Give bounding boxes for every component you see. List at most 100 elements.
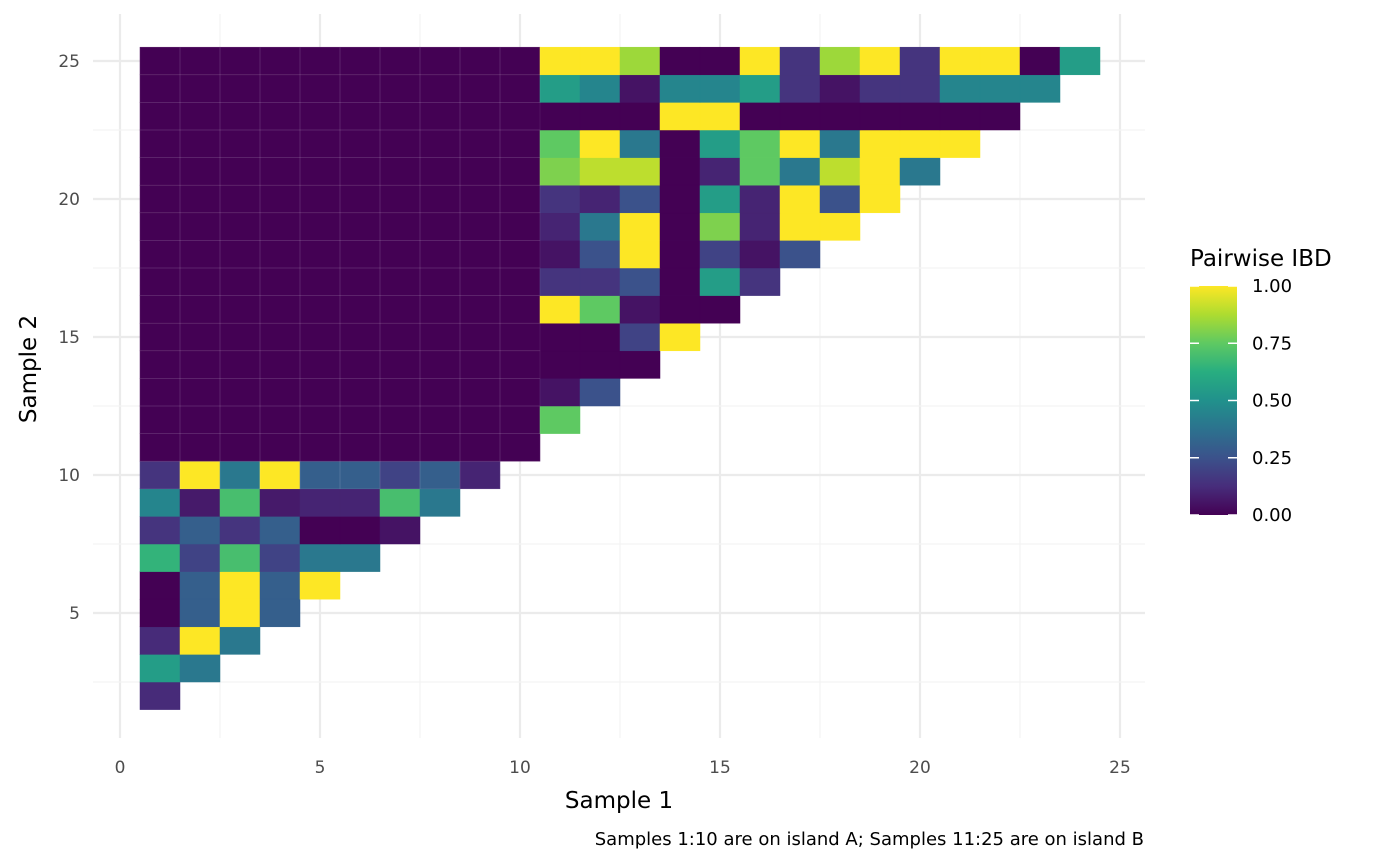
heatmap-cell [219,212,261,241]
heatmap-cell-border [139,129,181,158]
heatmap-cell [739,267,781,296]
y-axis-title: Sample 2 [16,315,42,423]
heatmap-cell [819,74,861,103]
heatmap-cell [1019,46,1061,76]
heatmap-cell [299,543,341,572]
heatmap-cell [739,240,781,269]
heatmap-cell-border [139,157,181,186]
heatmap-cell [819,157,861,186]
heatmap-cell [179,433,221,462]
heatmap-cell-border [299,295,341,324]
heatmap-cell [419,322,461,352]
heatmap-cell-border [139,350,181,379]
heatmap-cell [259,433,301,462]
heatmap-cell [219,433,261,462]
heatmap-cell [699,102,741,131]
heatmap-cell-border [419,295,461,324]
heatmap-cell [219,571,261,600]
heatmap-cell [859,74,901,103]
heatmap-cell-border [379,378,421,407]
heatmap-cell-border [179,212,221,241]
heatmap-cell-border [419,240,461,269]
heatmap-cell [139,516,181,545]
heatmap-cell [459,212,501,241]
heatmap-cell [699,295,741,324]
heatmap-cell [419,240,461,269]
heatmap-cell-border [219,267,261,296]
heatmap-cell-border [459,322,501,352]
heatmap-cell-border [299,405,341,434]
heatmap-cell-border [219,157,261,186]
heatmap-cell-border [379,460,421,490]
heatmap-cell [379,516,421,545]
heatmap-cell-border [419,129,461,158]
heatmap-cell [499,184,541,214]
heatmap-cell [339,295,381,324]
y-tick-label: 25 [58,52,80,72]
heatmap-cell [139,433,181,462]
heatmap-cell-border [499,378,541,407]
heatmap-cell-border [259,102,301,131]
heatmap-cell-border [179,157,221,186]
heatmap-cell [659,322,701,352]
heatmap-cell-border [179,405,221,434]
heatmap-cell [699,129,741,158]
heatmap-cell-border [299,102,341,131]
axis-tick-labels: 0 5 10 15 20 25 5 10 15 20 25 [58,52,1130,778]
heatmap-cell [419,46,461,76]
heatmap-cell [859,129,901,158]
heatmap-cell-border [419,74,461,103]
heatmap-cell [139,212,181,241]
heatmap-cell [419,433,461,462]
heatmap-cell [339,102,381,131]
heatmap-cell [419,267,461,296]
heatmap-cell [579,295,621,324]
heatmap-cell-border [339,350,381,379]
heatmap-cell [899,102,941,131]
heatmap-cell-border [259,74,301,103]
heatmap-cell [339,184,381,214]
heatmap-cell-border [299,74,341,103]
heatmap-cell [139,571,181,600]
heatmap-cell-border [459,295,501,324]
x-axis-title: Sample 1 [565,788,673,814]
heatmap-cell [139,543,181,572]
heatmap-cell [619,240,661,269]
heatmap-cell [499,240,541,269]
heatmap-cell [579,46,621,76]
heatmap-cell-border [259,240,301,269]
heatmap-cell-border [379,212,421,241]
heatmap-cell [379,102,421,131]
heatmap-cell-border [379,184,421,214]
heatmap-cell [339,433,381,462]
heatmap-cell-border [259,322,301,352]
heatmap-cell [179,516,221,545]
heatmap-cell [979,46,1021,76]
heatmap-cell [259,212,301,241]
heatmap-cell [179,626,221,655]
heatmap-cell-border [179,184,221,214]
heatmap-cell-border [499,157,541,186]
heatmap-cell [259,129,301,158]
heatmap-cell [139,460,181,490]
heatmap-cell [179,460,221,490]
heatmap-cell [299,405,341,434]
legend-ticks: 0.00 0.25 0.50 0.75 1.00 [1190,276,1292,526]
heatmap-cell [459,405,501,434]
heatmap-cell-border [299,267,341,296]
heatmap-cell-border [299,129,341,158]
heatmap-cell [339,516,381,545]
heatmap-cell-border [299,378,341,407]
heatmap-cell [179,295,221,324]
heatmap-cell-border [459,350,501,379]
heatmap-cell [299,433,341,462]
heatmap-cell-border [139,433,181,462]
heatmap-cell [939,102,981,131]
heatmap-cell-border [179,46,221,76]
heatmap-cell-border [499,405,541,434]
heatmap-cell-border [259,433,301,462]
heatmap-cell [139,626,181,655]
heatmap-cell-border [419,378,461,407]
heatmap-cell [219,46,261,76]
heatmap-cell [619,322,661,352]
